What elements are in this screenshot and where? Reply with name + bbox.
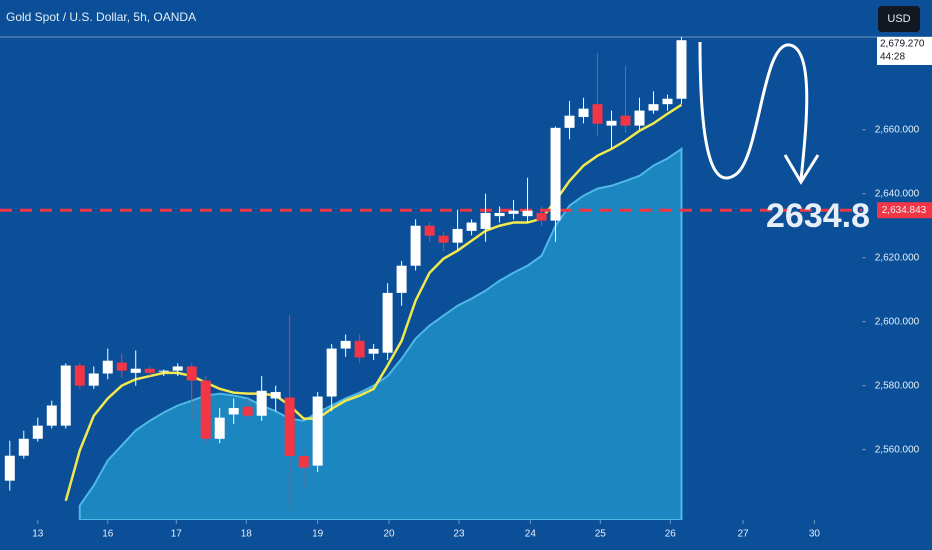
plot-area [0,37,862,520]
candle-body [228,408,239,415]
candle-body [32,425,43,439]
x-tick-label: 24 [525,529,537,540]
candle-body [340,340,351,349]
x-tick-label: 26 [665,529,677,540]
candle-body [144,368,155,373]
candle-body [494,212,505,217]
candle-body [550,127,561,221]
candle-body [354,340,365,358]
candle-body [592,104,603,124]
candle-body [186,366,197,381]
x-tick-label: 18 [241,529,253,540]
candle-body [284,397,295,457]
candle-body [620,115,631,126]
countdown: 44:28 [880,52,905,63]
candle-body [102,360,113,374]
candle-body [564,115,575,128]
candle-body [480,212,491,229]
ma-area [78,147,683,520]
currency-label[interactable]: USD [887,13,910,25]
candle-body [298,456,309,468]
price-box [877,37,932,65]
candle-body [662,98,673,105]
target-label: 2634.8 [766,197,870,235]
candle-body [74,365,85,386]
candle-body [382,292,393,353]
candle-body [18,438,29,456]
candle-body [676,40,687,99]
candle-body [578,108,589,117]
x-tick-label: 17 [171,529,183,540]
support-label-box [877,202,932,219]
candle-body [424,225,435,236]
last-price: 2,679.270 [880,39,925,50]
candle-body [368,348,379,354]
candle-body [312,396,323,466]
candle-body [508,210,519,214]
candle-body [4,455,15,481]
candle-body [256,390,267,416]
candle-body [214,417,225,439]
candle-body [396,265,407,293]
y-tick-label: 2,640.000 [875,188,920,199]
candle-body [60,365,71,426]
y-tick-label: 2,560.000 [875,444,920,455]
x-tick-label: 19 [312,529,324,540]
x-tick-label: 27 [737,529,749,540]
candle-body [88,373,99,386]
x-tick-label: 16 [102,529,114,540]
x-tick-label: 25 [595,529,607,540]
candle-body [116,362,127,371]
candle-body [130,368,141,373]
candle-body [522,210,533,217]
candle-body [648,104,659,111]
chart-title: Gold Spot / U.S. Dollar, 5h, OANDA [6,10,196,24]
candle-body [326,348,337,397]
support-label: 2,634.843 [882,205,927,216]
candle-body [438,235,449,243]
candle-body [536,212,547,221]
candle-body [200,380,211,439]
y-tick-label: 2,580.000 [875,380,920,391]
candle-body [452,228,463,243]
x-tick-label: 20 [383,529,395,540]
y-tick-label: 2,620.000 [875,252,920,263]
overlay: 2,560.000 2,580.000 2,600.000 2,620.000 2,64… [32,124,932,540]
currency-button[interactable] [878,6,920,32]
candle-body [172,366,183,371]
candle-body [466,222,477,231]
arrow-head [783,154,820,185]
candle-body [242,406,253,416]
x-tick-label: 13 [32,529,44,540]
candle-body [270,392,281,399]
candle-body [634,110,645,126]
x-tick-label: 30 [809,529,821,540]
candle-body [46,405,57,426]
x-tick-label: 23 [453,529,465,540]
forecast-arrow [698,41,809,181]
candle-body [158,370,169,372]
ma-line [64,103,683,502]
candle-body [606,120,617,126]
y-tick-label: 2,660.000 [875,124,920,135]
y-tick-label: 2,600.000 [875,316,920,327]
candle-body [410,225,421,266]
